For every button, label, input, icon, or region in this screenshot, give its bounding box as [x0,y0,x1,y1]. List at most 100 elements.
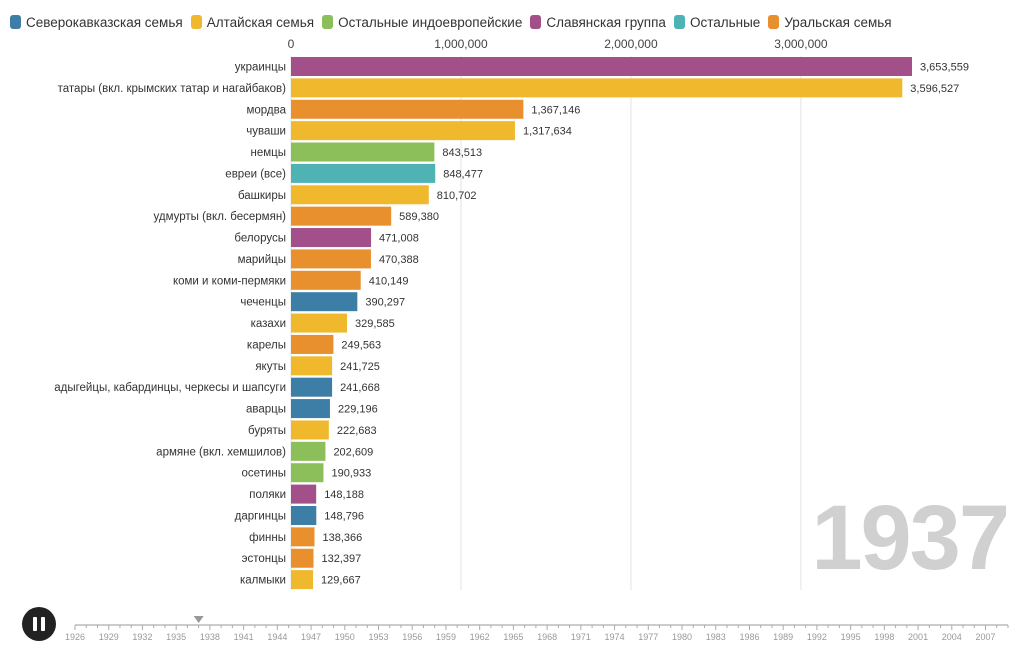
legend-item[interactable]: Уральская семья [768,14,892,30]
bar [291,121,515,141]
legend: Северокавказская семья Алтайская семья Ост… [10,12,900,32]
timeline-year-label: 1983 [706,632,726,642]
value-label: 3,596,527 [910,83,959,95]
bar [291,334,334,354]
value-label: 589,380 [399,211,439,223]
x-tick-label: 1,000,000 [434,37,488,51]
category-label: белорусы [234,233,286,245]
bar [291,99,524,119]
pause-icon [33,617,37,631]
value-label: 132,397 [322,553,362,565]
timeline-year-label: 1998 [874,632,894,642]
bar [291,206,392,226]
category-label: башкиры [238,190,286,202]
legend-item[interactable]: Северокавказская семья [10,15,183,30]
category-label: немцы [250,147,286,159]
category-label: даргинцы [235,510,286,522]
pause-button[interactable] [22,607,56,641]
category-label: татары (вкл. крымских татар и нагайбаков… [58,83,287,95]
timeline-year-label: 1971 [571,632,591,642]
value-label: 190,933 [331,468,371,480]
bar [291,420,329,440]
legend-label: Славянская группа [546,14,666,30]
timeline-year-label: 1929 [99,632,119,642]
bar [291,292,358,312]
timeline-year-label: 2004 [942,632,962,642]
current-year-label: 1937 [811,487,1010,589]
timeline-year-label: 1953 [368,632,388,642]
legend-item[interactable]: Остальные [673,14,761,30]
category-label: чуваши [246,126,286,138]
category-label: поляки [249,489,286,501]
category-label: удмурты (вкл. бесермян) [153,211,286,223]
value-label: 249,563 [341,339,381,351]
legend-swatch [190,15,202,29]
category-label: мордва [246,104,286,116]
category-label: аварцы [246,404,286,416]
legend-label: Остальные индоевропейские [338,14,523,30]
timeline-year-label: 1974 [605,632,625,642]
value-label: 148,796 [324,510,364,522]
value-label: 202,609 [333,446,373,458]
value-label: 241,725 [340,361,380,373]
category-label: осетины [242,468,286,480]
timeline-year-label: 1932 [132,632,152,642]
value-label: 1,367,146 [531,104,580,116]
bar [291,548,314,568]
bar [291,505,317,525]
category-label: якуты [255,361,286,373]
legend-swatch [322,15,334,29]
value-label: 229,196 [338,404,378,416]
timeline-year-label: 1986 [739,632,759,642]
category-label: евреи (все) [225,168,286,180]
timeline-year-label: 1938 [200,632,220,642]
bar [291,57,912,76]
timeline-handle[interactable] [193,616,204,623]
timeline-year-label: 1947 [301,632,321,642]
bar [291,463,324,483]
category-label: эстонцы [242,553,286,565]
category-label: марийцы [238,254,286,266]
timeline-year-label: 1950 [335,632,355,642]
timeline-year-label: 1965 [503,632,523,642]
value-label: 470,388 [379,254,419,266]
category-label: чеченцы [240,297,286,309]
bar [291,441,326,461]
timeline-year-label: 1944 [267,632,287,642]
value-label: 1,317,634 [523,126,572,138]
value-label: 241,668 [340,382,380,394]
timeline-year-label: 1980 [672,632,692,642]
category-label: адыгейцы, кабардинцы, черкесы и шапсуги [54,382,286,394]
timeline-year-label: 2007 [976,632,996,642]
x-tick-label: 0 [288,37,295,51]
timeline-year-label: 1968 [537,632,557,642]
value-label: 329,585 [355,318,395,330]
timeline-year-label: 1959 [436,632,456,642]
legend-label: Остальные [689,14,761,30]
legend-item[interactable]: Славянская группа [530,15,666,30]
value-label: 390,297 [365,297,405,309]
legend-swatch [768,15,780,29]
legend-swatch [10,15,21,29]
bar [291,185,429,205]
category-label: армяне (вкл. хемшилов) [156,446,286,458]
value-label: 843,513 [442,147,482,159]
value-label: 848,477 [443,168,483,180]
bar [291,228,372,248]
timeline-year-label: 1935 [166,632,186,642]
bar-chart: 0 1,000,000 2,000,000 3,000,000 украинцы 3,65… [54,37,969,590]
legend-item[interactable]: Алтайская семья [190,15,314,30]
bar [291,399,330,419]
x-tick-label: 2,000,000 [604,37,658,51]
legend-label: Уральская семья [784,14,892,30]
category-label: карелы [247,339,286,351]
bar [291,484,317,504]
legend-item[interactable]: Остальные индоевропейские [322,15,522,30]
legend-swatch [673,15,685,29]
category-label: украинцы [235,62,286,74]
value-label: 3,653,559 [920,62,969,74]
timeline-year-label: 1956 [402,632,422,642]
timeline-year-label: 1926 [65,632,85,642]
value-label: 810,702 [437,190,477,202]
bar [291,163,436,183]
